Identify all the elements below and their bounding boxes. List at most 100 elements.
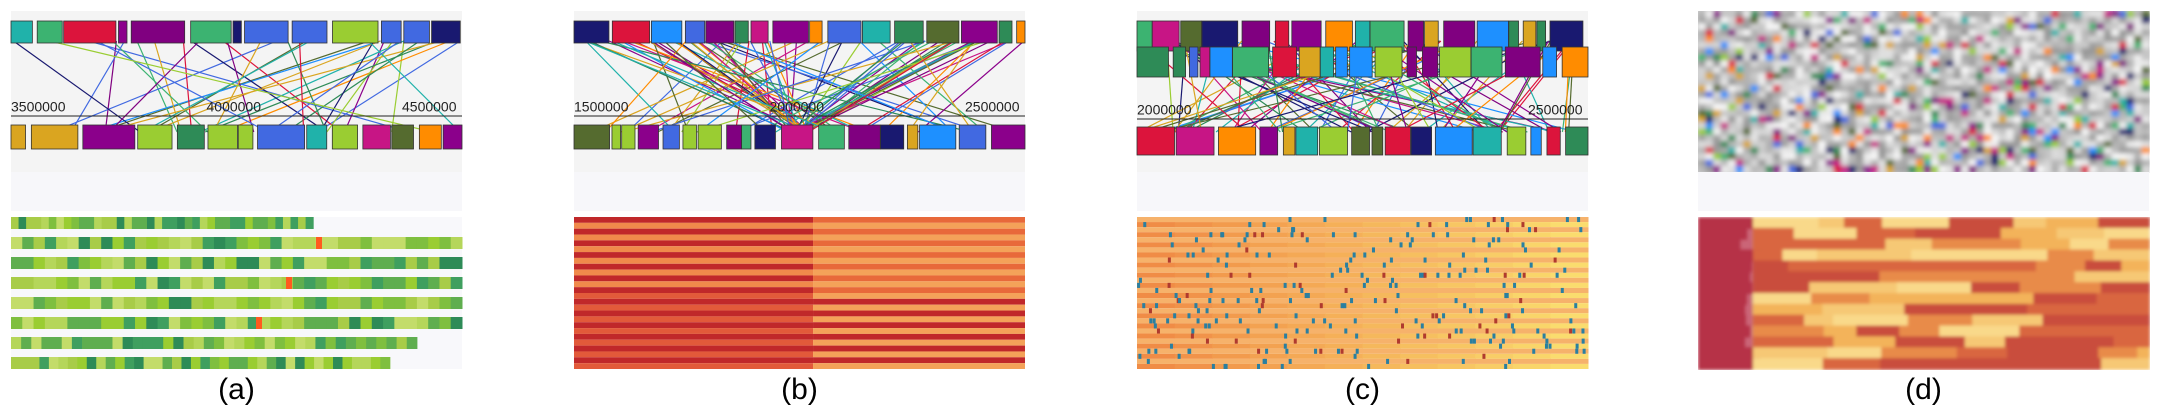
- dot: [1885, 23, 1895, 31]
- heat-cell: [44, 277, 57, 289]
- alignment-line: [808, 40, 955, 133]
- alignment-line: [585, 40, 676, 133]
- dot: [1855, 165, 1865, 173]
- block: [573, 20, 610, 44]
- dot: [1728, 134, 1737, 143]
- dot: [1961, 103, 1970, 112]
- heat-cell: [1287, 323, 1326, 329]
- heat-dot: [1236, 298, 1240, 304]
- heat-cell: [2098, 347, 2139, 360]
- dot: [2111, 23, 2120, 31]
- dot: [2073, 11, 2083, 19]
- dot: [1803, 35, 1812, 43]
- dot: [1863, 147, 1872, 155]
- block: [1422, 46, 1439, 78]
- heat-dot: [1542, 333, 1546, 339]
- heat-dot: [1207, 323, 1211, 329]
- dot: [2141, 97, 2150, 105]
- heat-cell: [360, 257, 373, 269]
- dot: [2133, 41, 2143, 50]
- dot: [2028, 103, 2038, 112]
- heat-cell: [2074, 271, 2150, 284]
- dot: [1968, 103, 1978, 112]
- heat-cell: [209, 357, 220, 369]
- dot: [1795, 103, 1805, 112]
- heat-dot: [1416, 222, 1420, 228]
- heat-cell: [1362, 328, 1401, 334]
- dot: [2111, 141, 2120, 149]
- heat-cell: [450, 317, 463, 329]
- alignment-line: [285, 40, 421, 133]
- block: [1443, 20, 1476, 52]
- dot: [1705, 41, 1715, 50]
- heat-dot: [1545, 338, 1549, 344]
- dot: [1961, 159, 1970, 167]
- dot: [1885, 134, 1895, 143]
- heat-cell: [1249, 232, 1288, 238]
- dot: [2096, 48, 2105, 56]
- dot: [1878, 91, 1887, 99]
- heat-cell: [234, 337, 245, 349]
- dot: [1765, 159, 1775, 167]
- dot: [2058, 116, 2068, 124]
- dot: [2133, 97, 2143, 105]
- block: [1369, 20, 1405, 52]
- panel: 3500000 4000000 4500000(a): [10, 11, 463, 406]
- heat-cell: [1400, 298, 1439, 304]
- dot: [2133, 141, 2143, 149]
- dot: [1788, 17, 1797, 25]
- heat-cell: [428, 277, 440, 289]
- alignment-line: [763, 40, 801, 133]
- dot: [1946, 116, 1955, 124]
- dot: [1983, 141, 1993, 149]
- dot: [1705, 17, 1715, 25]
- dot: [1773, 153, 1782, 161]
- dot: [1968, 41, 1978, 50]
- dot: [2111, 134, 2120, 143]
- dot: [1795, 141, 1805, 149]
- heat-dot: [1513, 282, 1517, 288]
- dot: [2133, 147, 2143, 155]
- heat-cell: [1174, 287, 1213, 293]
- block: [257, 124, 305, 150]
- dot: [1758, 23, 1767, 31]
- dot: [2088, 134, 2098, 143]
- dot: [1938, 48, 1948, 56]
- dot: [1931, 97, 1940, 105]
- dot: [2021, 17, 2030, 25]
- heat-dot: [1295, 328, 1299, 334]
- heat-cell: [337, 317, 350, 329]
- heat-cell: [1212, 217, 1251, 223]
- block: [818, 124, 845, 150]
- heat-cell: [1137, 343, 1176, 349]
- alignment-line: [608, 40, 806, 133]
- dot: [2133, 72, 2143, 81]
- heat-dot: [1394, 308, 1398, 314]
- heat-dot: [1472, 237, 1476, 243]
- heat-cell: [370, 357, 381, 369]
- heat-dot: [1371, 247, 1375, 253]
- dot: [1923, 141, 1933, 149]
- heat-cell: [2013, 217, 2047, 229]
- dot: [1855, 29, 1865, 37]
- dot: [1750, 153, 1760, 161]
- dot: [1938, 141, 1948, 149]
- dot: [1885, 41, 1895, 50]
- dot: [1758, 122, 1767, 130]
- heat-stripe: [813, 351, 1025, 358]
- dot: [2088, 116, 2098, 124]
- heat-cell: [67, 317, 80, 329]
- dot: [1938, 54, 1948, 62]
- heat-cell: [1907, 314, 1974, 327]
- heat-cell: [305, 337, 316, 349]
- dot: [1818, 97, 1827, 105]
- dot: [1968, 29, 1978, 37]
- dot: [1938, 17, 1948, 25]
- block: [573, 124, 610, 150]
- dot: [1915, 147, 1925, 155]
- dot: [1991, 17, 2000, 25]
- heat-cell: [371, 317, 384, 329]
- dot: [1825, 35, 1835, 43]
- dot: [1743, 134, 1752, 143]
- dot: [1825, 141, 1835, 149]
